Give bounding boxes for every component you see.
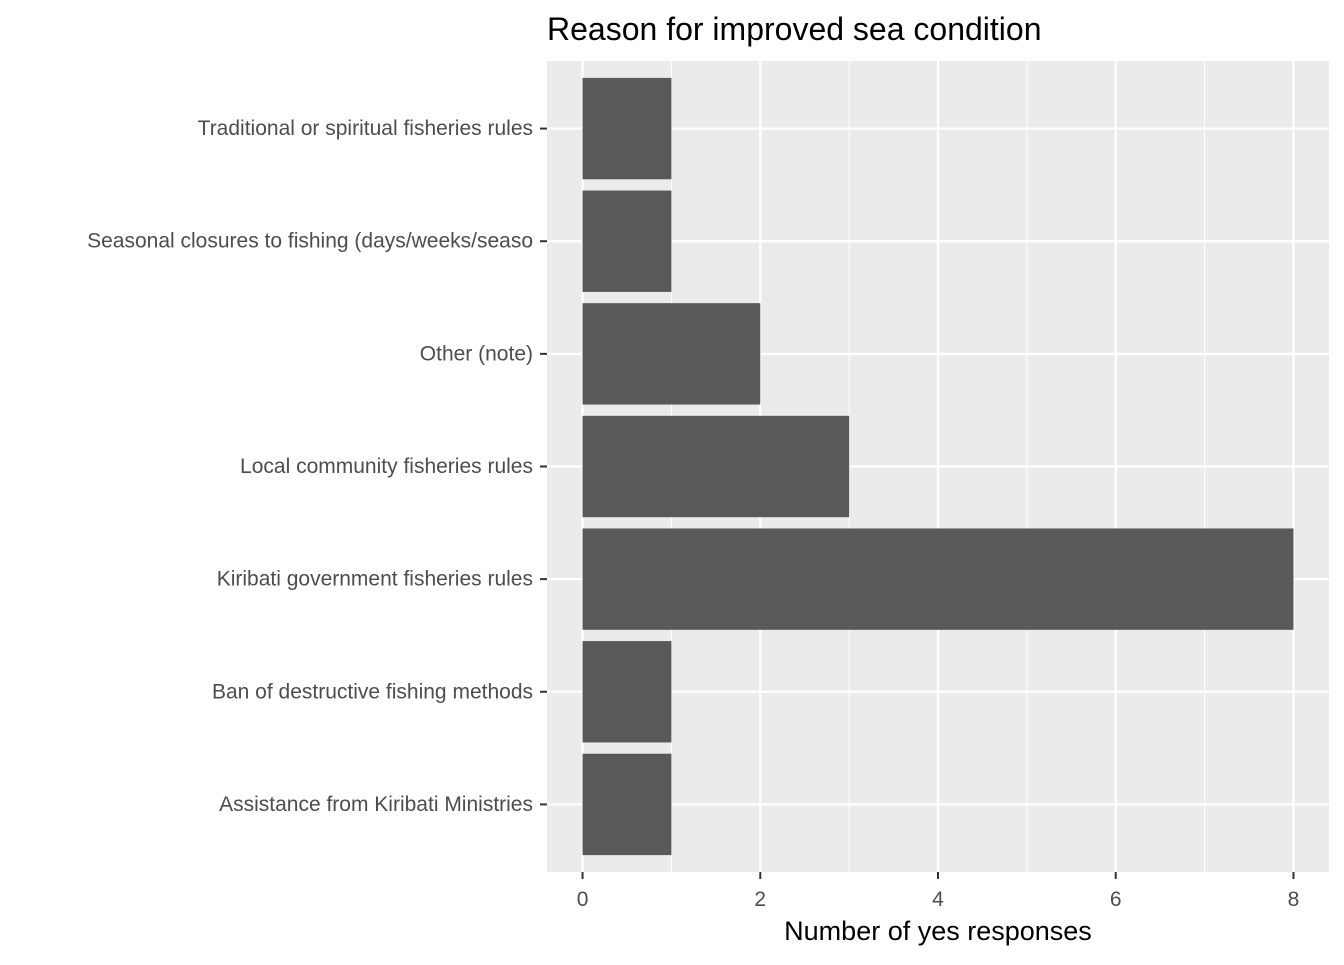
- bar: [582, 753, 672, 856]
- bar: [582, 641, 672, 743]
- x-tick-label: 0: [577, 888, 589, 911]
- y-tick-label: Other (note): [420, 342, 533, 365]
- y-tick-label: Seasonal closures to fishing (days/weeks…: [87, 230, 533, 253]
- x-tick-label: 8: [1288, 888, 1300, 911]
- x-axis: 0 2 4 6 8: [577, 872, 1300, 911]
- x-tick-label: 6: [1110, 888, 1122, 911]
- y-tick-label: Local community fisheries rules: [240, 455, 533, 478]
- x-axis-title: Number of yes responses: [784, 916, 1092, 946]
- bar: [582, 190, 672, 292]
- bars: [582, 77, 1294, 856]
- bar: [582, 77, 672, 180]
- bar: [582, 528, 1294, 630]
- y-tick-label: Ban of destructive fishing methods: [212, 680, 533, 703]
- y-tick-label: Assistance from Kiribati Ministries: [219, 793, 533, 816]
- bar: [582, 415, 850, 518]
- y-axis: Traditional or spiritual fisheries rules…: [87, 117, 547, 816]
- x-tick-label: 2: [754, 888, 766, 911]
- x-tick-label: 4: [932, 888, 944, 911]
- chart-title: Reason for improved sea condition: [547, 11, 1042, 47]
- bar: [582, 303, 761, 405]
- y-tick-label: Traditional or spiritual fisheries rules: [198, 117, 533, 140]
- y-tick-label: Kiribati government fisheries rules: [217, 568, 533, 591]
